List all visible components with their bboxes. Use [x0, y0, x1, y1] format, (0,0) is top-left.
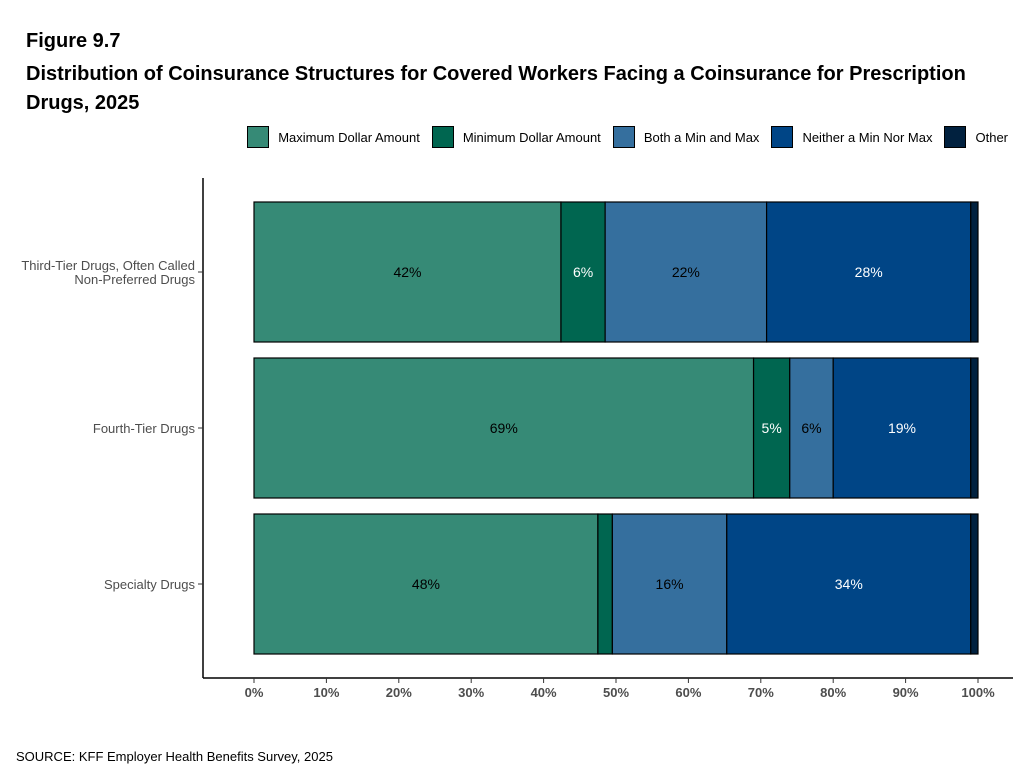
stacked-bar-chart: 0% 10% 20% 30% 40% 50% 60% 70% 80% 90% 100% Third-T…	[21, 178, 1013, 700]
x-tick-label: 20%	[386, 685, 412, 700]
y-category-label: Fourth-Tier Drugs	[93, 421, 196, 436]
legend-item-minimum: Minimum Dollar Amount	[431, 126, 601, 148]
x-tick-label: 30%	[458, 685, 484, 700]
legend-item-both: Both a Min and Max	[612, 126, 760, 148]
x-tick-label: 10%	[313, 685, 339, 700]
x-tick-label: 70%	[748, 685, 774, 700]
source-note: SOURCE: KFF Employer Health Benefits Sur…	[16, 749, 333, 764]
data-label: 69%	[490, 420, 518, 436]
x-tick-label: 40%	[531, 685, 557, 700]
bar-segment	[832, 357, 972, 499]
bar-segment	[604, 201, 768, 343]
chart-title: Distribution of Coinsurance Structures f…	[26, 63, 966, 114]
legend-label-minimum: Minimum Dollar Amount	[462, 129, 601, 145]
data-label: 34%	[835, 576, 863, 592]
legend-item-maximum: Maximum Dollar Amount	[247, 126, 420, 148]
bar-segment	[970, 201, 979, 343]
legend-label-both: Both a Min and Max	[643, 129, 760, 145]
data-label: 28%	[855, 264, 883, 280]
x-tick-label: 90%	[893, 685, 919, 700]
x-tick-label: 0%	[245, 685, 264, 700]
legend-swatch-both	[612, 126, 635, 148]
bar-segment	[253, 357, 755, 499]
bar-segment	[970, 513, 979, 655]
legend-label-other: Other	[975, 129, 1008, 145]
bar-segment	[253, 513, 599, 655]
bar-segment	[597, 513, 613, 655]
legend-swatch-minimum	[431, 126, 454, 148]
data-label: 16%	[656, 576, 684, 592]
legend-item-neither: Neither a Min Nor Max	[771, 126, 932, 148]
legend-swatch-other	[944, 126, 967, 148]
legend-label-neither: Neither a Min Nor Max	[802, 129, 933, 145]
bar-segment	[765, 201, 972, 343]
figure-label: Figure 9.7	[26, 30, 121, 52]
bar-segment	[560, 201, 606, 343]
y-category-label: Third-Tier Drugs, Often Called Non-Prefer…	[21, 258, 195, 287]
x-tick-label: 100%	[961, 685, 995, 700]
data-label: 5%	[762, 420, 782, 436]
y-category-label: Specialty Drugs	[104, 577, 196, 592]
legend-label-maximum: Maximum Dollar Amount	[278, 129, 420, 145]
data-label: 22%	[672, 264, 700, 280]
legend: Maximum Dollar Amount Minimum Dollar Amo…	[235, 126, 1008, 148]
legend-swatch-maximum	[247, 126, 270, 148]
data-label: 42%	[393, 264, 421, 280]
data-label: 6%	[801, 420, 821, 436]
bar-segment	[726, 513, 972, 655]
x-tick-label: 80%	[820, 685, 846, 700]
bar-segment	[253, 201, 562, 343]
bar-segment	[611, 513, 728, 655]
x-tick-label: 60%	[675, 685, 701, 700]
data-label: 48%	[412, 576, 440, 592]
bar-segment	[970, 357, 979, 499]
bar-segment	[789, 357, 834, 499]
bar-segment	[752, 357, 791, 499]
x-tick-label: 50%	[603, 685, 629, 700]
legend-item-other: Other	[944, 126, 1008, 148]
legend-swatch-neither	[771, 126, 794, 148]
data-label: 6%	[573, 264, 593, 280]
data-label: 19%	[888, 420, 916, 436]
